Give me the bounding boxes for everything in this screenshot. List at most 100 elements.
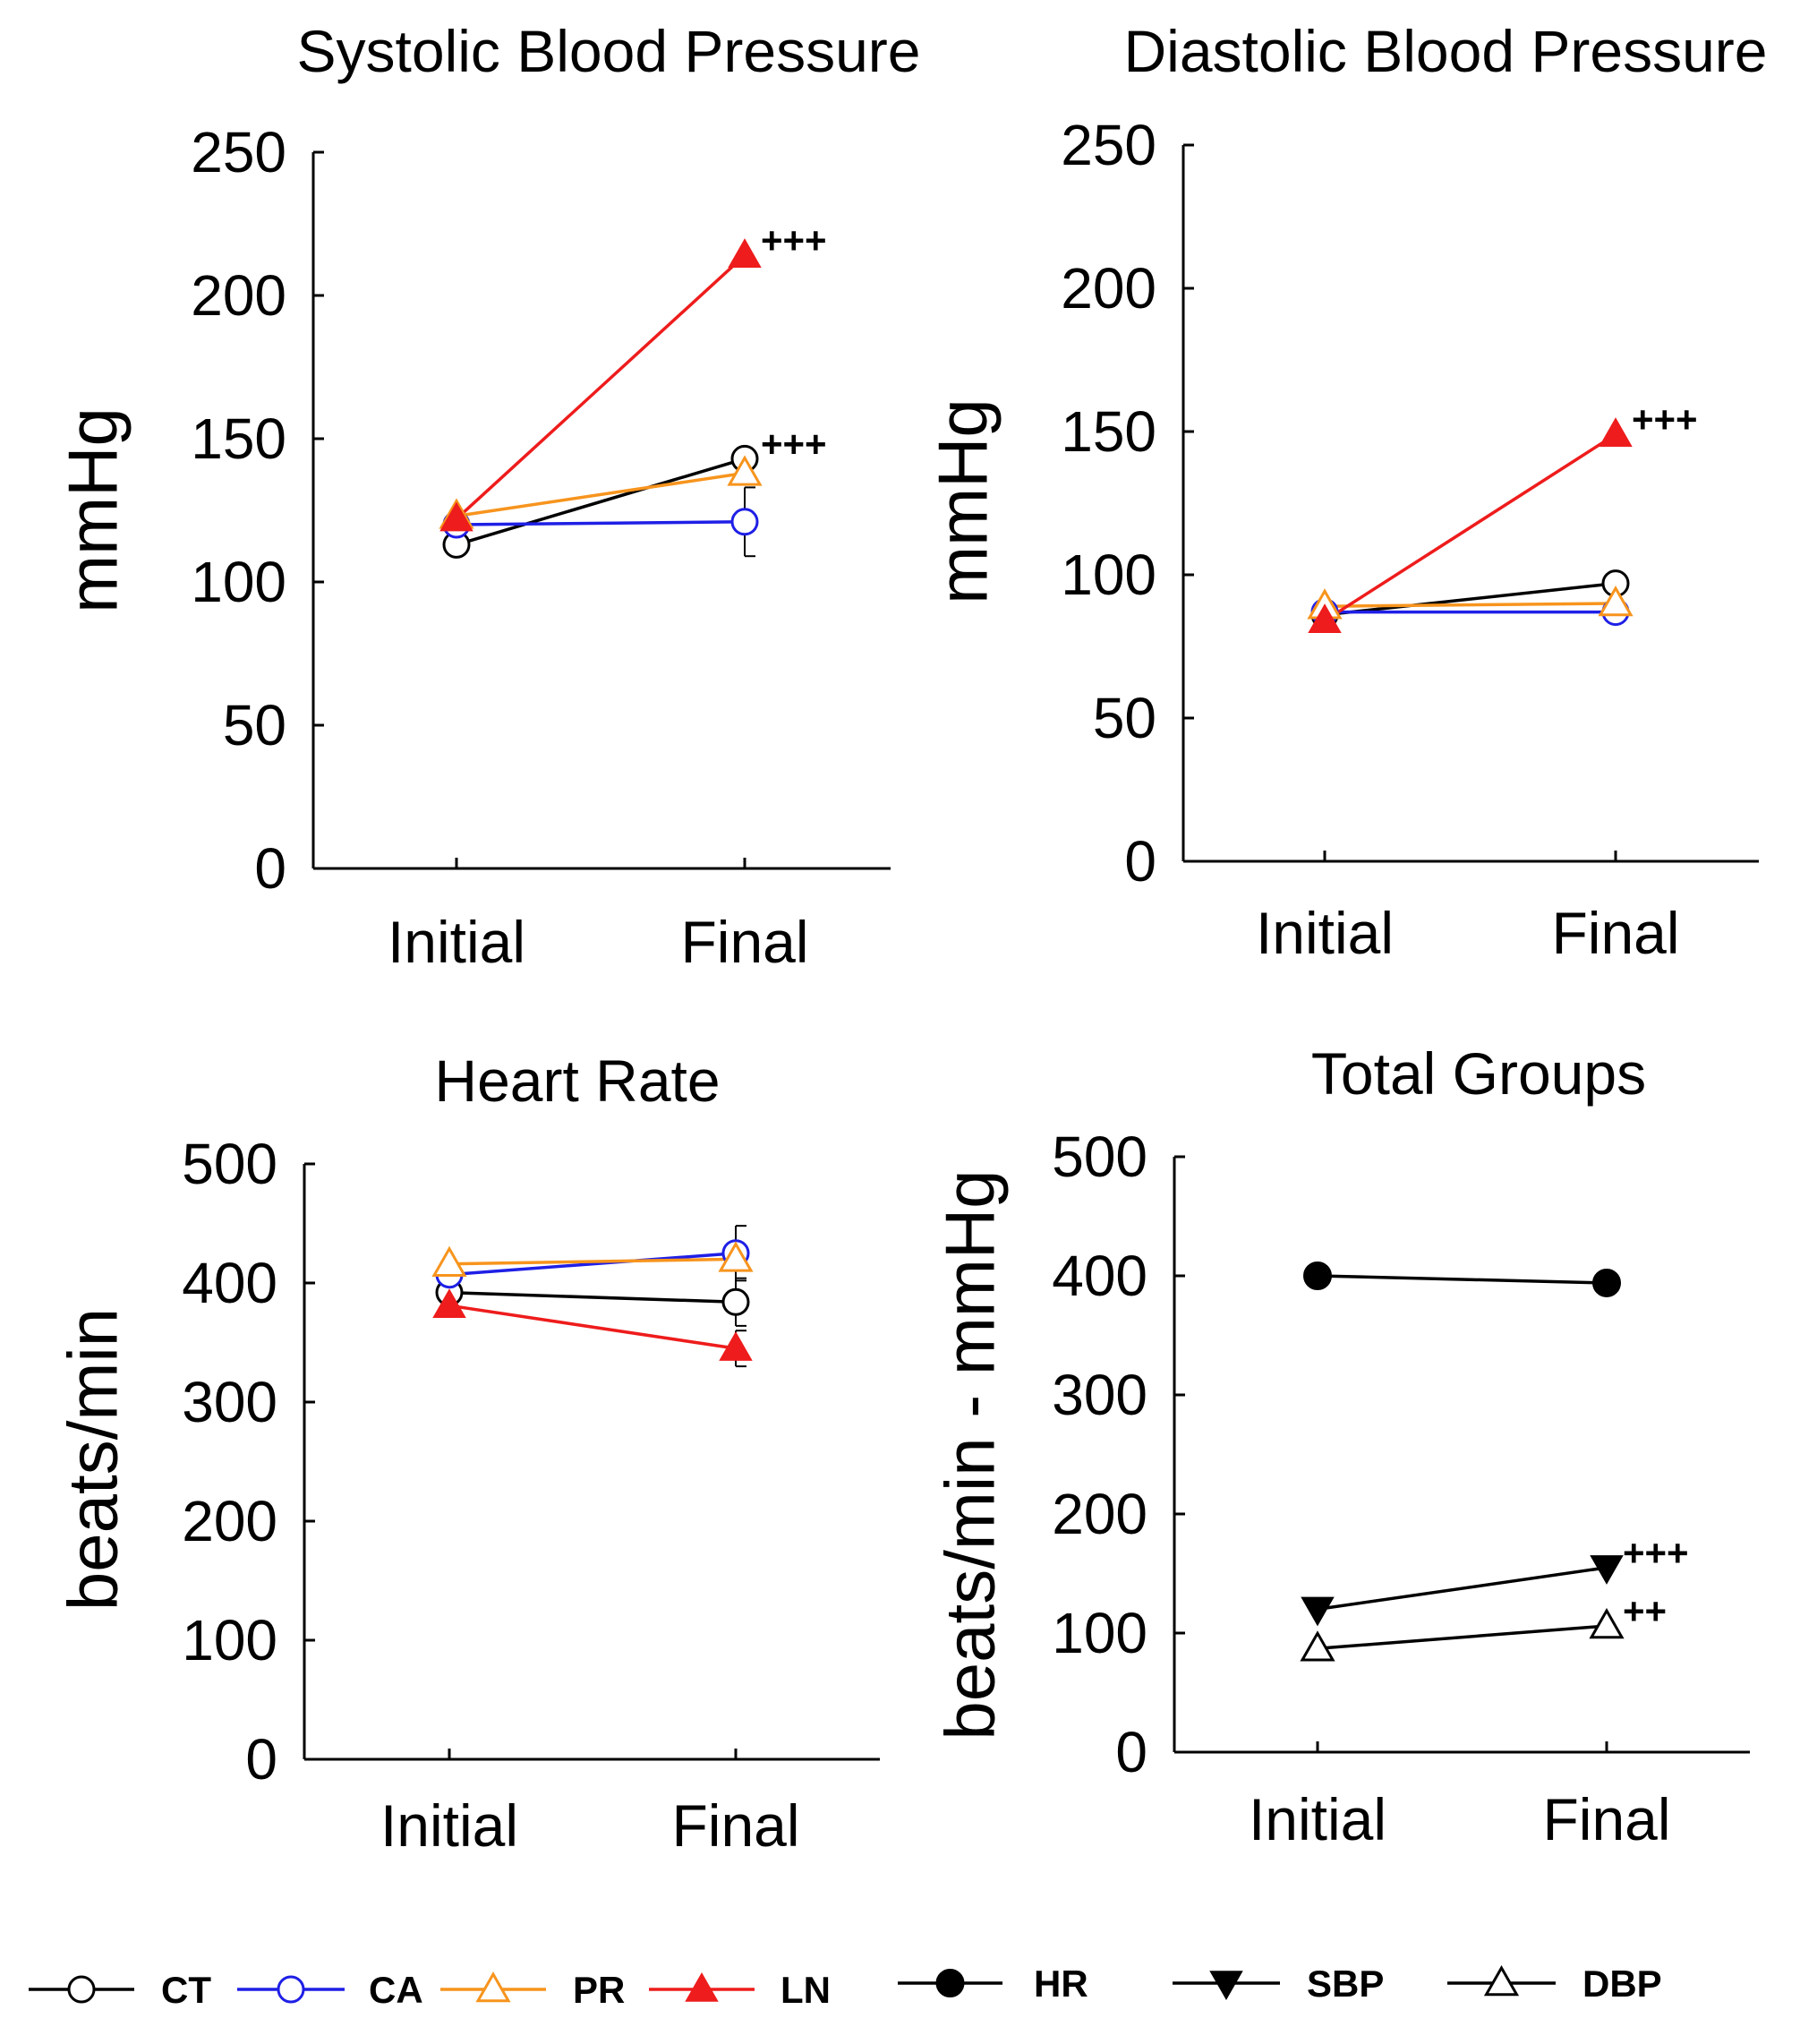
total-y-tick-label: 200 xyxy=(1052,1482,1147,1546)
legend-entry-CA: CA xyxy=(237,1969,423,2011)
dbp-point-PR xyxy=(1598,585,1634,617)
hr-panel: Heart Rate beats/min 0 100 200 300 400 500 Initi… xyxy=(54,1048,880,1859)
total-y-tick-label: 400 xyxy=(1052,1244,1147,1308)
total-annotation: +++ xyxy=(1623,1532,1689,1574)
hr-title: Heart Rate xyxy=(434,1048,720,1114)
legend: CT CA PR LN HR SBP DBP xyxy=(29,1963,1662,2011)
dbp-y-tick-label: 250 xyxy=(1061,113,1156,177)
legend-marker-LN xyxy=(685,1971,719,2002)
sbp-y-tick-label: 200 xyxy=(191,263,286,328)
sbp-y-axis-label: mmHg xyxy=(54,407,132,613)
legend-entry-SBP: SBP xyxy=(1173,1963,1384,2005)
legend-entry-HR: HR xyxy=(898,1963,1088,2005)
total-point-HR xyxy=(1592,1268,1621,1297)
hr-y-tick-label: 100 xyxy=(182,1608,277,1672)
dbp-y-axis-label: mmHg xyxy=(924,398,1002,604)
sbp-annotation: +++ xyxy=(761,219,827,261)
dbp-y-tick-label: 150 xyxy=(1061,399,1156,464)
legend-label-HR: HR xyxy=(1034,1963,1088,2005)
hr-line-CA xyxy=(448,1252,737,1277)
dbp-x-tick-label: Final xyxy=(1551,900,1679,966)
legend-entry-LN: LN xyxy=(649,1969,831,2011)
legend-marker-CA xyxy=(277,1975,305,2004)
total-y-axis-label: beats/min - mmHg xyxy=(931,1169,1010,1740)
total-point-SBP xyxy=(1301,1596,1335,1627)
hr-y-tick-label: 400 xyxy=(182,1251,277,1315)
total-point-SBP xyxy=(1590,1555,1624,1585)
sbp-title: Systolic Blood Pressure xyxy=(297,18,921,84)
legend-marker-DBP xyxy=(1483,1964,1520,1997)
hr-point-LN xyxy=(432,1288,466,1319)
dbp-y-tick-label: 50 xyxy=(1093,686,1156,750)
legend-entry-CT: CT xyxy=(29,1969,211,2011)
legend-marker-CT xyxy=(67,1975,96,2004)
total-x-tick-label: Final xyxy=(1542,1786,1670,1852)
panels: Systolic Blood Pressure mmHg 0 50 100 150 200 2… xyxy=(54,18,1768,1859)
sbp-point-LN xyxy=(439,501,473,532)
legend-label-PR: PR xyxy=(573,1969,625,2011)
legend-entry-DBP: DBP xyxy=(1447,1963,1662,2005)
total-point-HR xyxy=(1303,1261,1332,1290)
sbp-annotation: +++ xyxy=(761,423,827,465)
sbp-panel: Systolic Blood Pressure mmHg 0 50 100 150 200 2… xyxy=(54,18,921,975)
dbp-line-PR xyxy=(1324,602,1617,608)
hr-line-PR xyxy=(448,1257,737,1266)
total-line-HR xyxy=(1317,1274,1608,1285)
sbp-point-LN xyxy=(728,238,762,268)
total-annotation: ++ xyxy=(1623,1590,1667,1632)
legend-label-SBP: SBP xyxy=(1307,1963,1384,2005)
sbp-line-PR xyxy=(456,471,746,518)
total-panel: Total Groups beats/min - mmHg 0 100 200 300 40… xyxy=(931,1040,1750,1852)
dbp-panel: Diastolic Blood Pressure mmHg 0 50 100 150 200… xyxy=(924,18,1768,966)
legend-entry-PR: PR xyxy=(440,1969,625,2011)
legend-marker-SBP xyxy=(1209,1971,1243,2001)
sbp-line-CA xyxy=(456,520,746,526)
sbp-y-tick-label: 50 xyxy=(223,693,286,757)
hr-y-axis-label: beats/min xyxy=(54,1308,132,1611)
sbp-y-tick-label: 100 xyxy=(191,550,286,614)
dbp-annotation: +++ xyxy=(1632,398,1698,440)
total-x-tick-label: Initial xyxy=(1249,1786,1386,1852)
sbp-y-tick-label: 150 xyxy=(191,406,286,471)
legend-marker-HR xyxy=(935,1969,965,1997)
sbp-y-tick-label: 250 xyxy=(191,120,286,184)
legend-label-CA: CA xyxy=(369,1969,423,2011)
dbp-x-tick-label: Initial xyxy=(1256,900,1394,966)
sbp-line-CT xyxy=(456,457,746,547)
hr-point-CT xyxy=(721,1287,750,1316)
hr-x-tick-label: Initial xyxy=(380,1792,518,1859)
total-line-SBP xyxy=(1317,1566,1608,1612)
hr-y-tick-label: 300 xyxy=(182,1370,277,1434)
dbp-line-LN xyxy=(1324,432,1617,622)
hr-line-LN xyxy=(448,1304,737,1350)
hr-point-PR xyxy=(431,1245,467,1277)
hr-y-tick-label: 200 xyxy=(182,1489,277,1553)
hr-y-tick-label: 0 xyxy=(245,1727,277,1792)
dbp-line-CT xyxy=(1324,581,1617,617)
dbp-point-LN xyxy=(1308,603,1342,633)
dbp-y-tick-label: 0 xyxy=(1124,829,1156,894)
total-y-tick-label: 300 xyxy=(1052,1363,1147,1427)
sbp-point-CA xyxy=(730,508,759,536)
dbp-y-tick-label: 200 xyxy=(1061,256,1156,321)
total-line-DBP xyxy=(1317,1624,1608,1651)
total-y-tick-label: 500 xyxy=(1052,1125,1147,1189)
legend-marker-PR xyxy=(475,1971,511,2003)
hr-x-tick-label: Final xyxy=(671,1792,799,1859)
dbp-title: Diastolic Blood Pressure xyxy=(1124,18,1768,84)
sbp-point-PR xyxy=(727,455,763,486)
total-y-tick-label: 0 xyxy=(1115,1720,1147,1784)
total-title: Total Groups xyxy=(1311,1040,1646,1107)
dbp-point-LN xyxy=(1599,417,1633,447)
legend-label-LN: LN xyxy=(781,1969,831,2011)
hr-point-LN xyxy=(719,1331,753,1361)
sbp-x-tick-label: Initial xyxy=(388,909,525,975)
hr-y-tick-label: 500 xyxy=(182,1132,277,1196)
sbp-x-tick-label: Final xyxy=(680,909,808,975)
sbp-line-LN xyxy=(455,253,746,520)
total-point-DBP xyxy=(1589,1607,1625,1639)
legend-label-DBP: DBP xyxy=(1582,1963,1662,2005)
sbp-y-tick-label: 0 xyxy=(254,836,286,901)
hr-point-PR xyxy=(718,1241,754,1272)
